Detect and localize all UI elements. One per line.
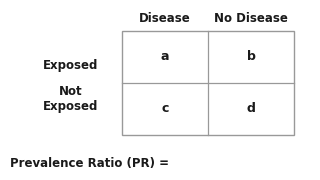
Text: Prevalence Ratio (PR) =: Prevalence Ratio (PR) = <box>10 157 169 170</box>
Bar <box>122 31 294 135</box>
Text: c: c <box>161 102 169 115</box>
Text: Not: Not <box>59 85 82 98</box>
Text: Exposed: Exposed <box>43 59 98 72</box>
Text: b: b <box>247 50 256 63</box>
Text: No Disease: No Disease <box>214 12 288 24</box>
Text: a: a <box>161 50 169 63</box>
Text: Disease: Disease <box>139 12 191 24</box>
Text: d: d <box>247 102 256 115</box>
Text: Exposed: Exposed <box>43 100 98 113</box>
